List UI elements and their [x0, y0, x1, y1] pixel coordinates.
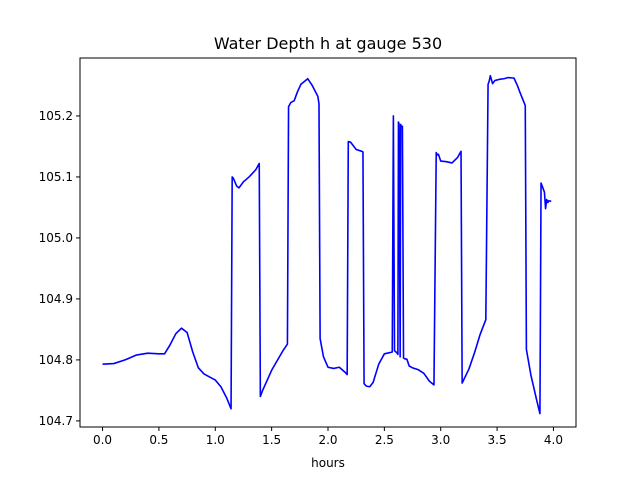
- y-axis-ticks: 104.7 104.8 104.9 105.0 105.1 105.2: [39, 109, 80, 428]
- x-tick-label: 0.5: [149, 433, 168, 447]
- chart-title: Water Depth h at gauge 530: [214, 34, 442, 53]
- y-tick-label: 105.1: [39, 170, 73, 184]
- y-tick-label: 105.2: [39, 109, 73, 123]
- y-tick-label: 104.9: [39, 292, 73, 306]
- y-tick-label: 104.8: [39, 353, 73, 367]
- series-line-0: [102, 74, 552, 415]
- x-tick-label: 2.5: [375, 433, 394, 447]
- x-axis-ticks: 0.0 0.5 1.0 1.5 2.0 2.5 3.0 3.5 4.0: [93, 427, 563, 447]
- y-tick-label: 105.0: [39, 231, 73, 245]
- x-tick-label: 3.5: [488, 433, 507, 447]
- x-tick-label: 2.0: [318, 433, 337, 447]
- plot-layer: [102, 74, 552, 415]
- x-tick-label: 1.0: [206, 433, 225, 447]
- x-tick-label: 1.5: [262, 433, 281, 447]
- x-tick-label: 4.0: [544, 433, 563, 447]
- x-tick-label: 0.0: [93, 433, 112, 447]
- x-axis-label: hours: [311, 456, 345, 470]
- x-tick-label: 3.0: [431, 433, 450, 447]
- y-tick-label: 104.7: [39, 414, 73, 428]
